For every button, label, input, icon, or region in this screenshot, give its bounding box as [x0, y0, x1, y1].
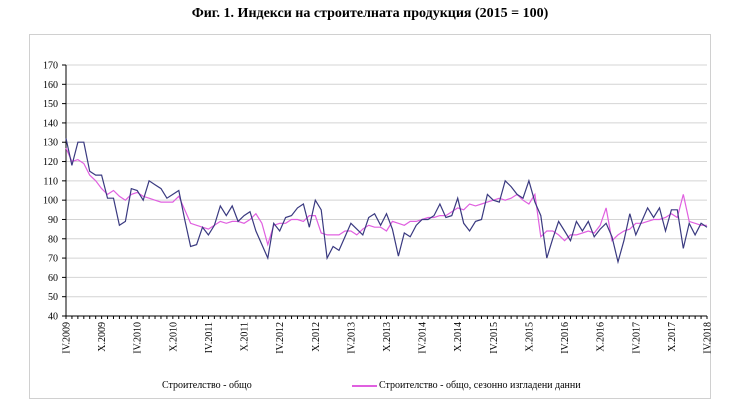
x-tick-label: IV.2010: [133, 322, 144, 354]
x-tick-label: IV.2013: [346, 322, 357, 354]
x-tick-label: IV.2011: [204, 322, 215, 353]
legend-label: Строителство - общо, сезонно изгладени д…: [379, 380, 581, 391]
x-tick-label: X.2017: [667, 322, 678, 352]
chart-title: Фиг. 1. Индекси на строителната продукци…: [191, 6, 549, 21]
legend-line-swatch: [352, 384, 377, 387]
x-tick-label: X.2014: [453, 322, 464, 352]
x-tick-label: IV.2017: [631, 322, 642, 354]
legend-item-series-1: Строителство - общо: [162, 380, 252, 391]
y-tick-label: 40: [48, 312, 58, 323]
y-tick-label: 50: [48, 292, 58, 303]
x-tick-label: X.2013: [382, 322, 393, 352]
x-tick-label: X.2009: [97, 322, 108, 352]
y-tick-label: 160: [43, 80, 58, 91]
y-tick-label: 80: [48, 234, 58, 245]
y-tick-label: 60: [48, 273, 58, 284]
x-tick-label: IV.2016: [560, 322, 571, 354]
x-tick-label: IV.2009: [62, 322, 73, 354]
y-tick-label: 130: [43, 138, 58, 149]
y-tick-label: 100: [43, 196, 58, 207]
legend-label: Строителство - общо: [162, 380, 252, 391]
y-tick-label: 70: [48, 254, 58, 265]
x-tick-label: IV.2015: [489, 322, 500, 354]
x-tick-label: X.2011: [240, 322, 251, 351]
y-tick-label: 140: [43, 118, 58, 129]
x-tick-label: X.2012: [311, 322, 322, 352]
chart-frame: [29, 34, 711, 399]
x-tick-label: IV.2014: [418, 322, 429, 354]
y-tick-label: 170: [43, 61, 58, 72]
y-tick-label: 120: [43, 157, 58, 168]
x-tick-label: X.2015: [524, 322, 535, 352]
series-line-2: [65, 147, 707, 247]
series-line-1: [65, 138, 708, 265]
x-tick-label: X.2010: [168, 322, 179, 352]
x-tick-label: X.2016: [596, 322, 607, 352]
y-tick-label: 90: [48, 215, 58, 226]
y-tick-label: 110: [43, 176, 58, 187]
y-tick-label: 150: [43, 99, 58, 110]
x-tick-label: IV.2018: [703, 322, 714, 354]
x-tick-label: IV.2012: [275, 322, 286, 354]
legend-item-series-2: Строителство - общо, сезонно изгладени д…: [352, 380, 581, 391]
